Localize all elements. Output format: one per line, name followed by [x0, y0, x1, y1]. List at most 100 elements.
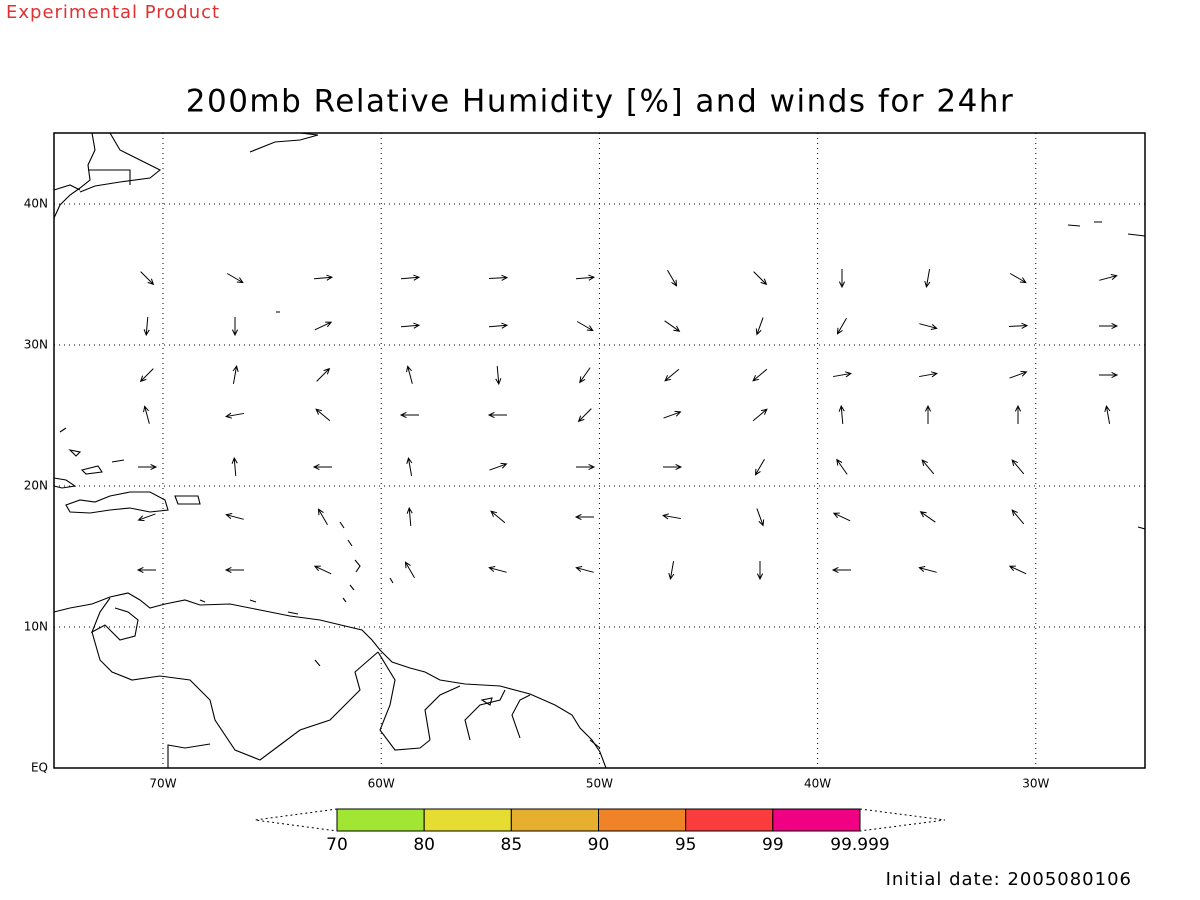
initial-date: Initial date: 2005080106	[886, 869, 1132, 890]
wind-arrow	[400, 274, 421, 281]
wind-arrow	[752, 368, 768, 382]
wind-arrow	[577, 408, 592, 423]
colorbar-label: 70	[326, 835, 348, 855]
wind-arrow	[1011, 459, 1025, 475]
lon-label: 50W	[586, 777, 613, 791]
wind-arrow	[1009, 273, 1027, 284]
wind-arrow	[1014, 404, 1022, 424]
south-america-coast	[53, 592, 607, 769]
colorbar-segment	[598, 808, 687, 832]
wind-arrow	[315, 408, 331, 422]
colorbar-segment	[772, 808, 861, 832]
wind-arrow	[833, 371, 852, 378]
wind-arrow	[495, 365, 502, 386]
wind-arrow	[1009, 370, 1028, 379]
lon-label: 70W	[149, 777, 176, 791]
small-islands	[199, 599, 321, 667]
wind-arrow	[575, 566, 594, 573]
wind-arrow	[399, 411, 419, 419]
lon-label: 30W	[1022, 777, 1049, 791]
wind-arrow	[1008, 565, 1027, 575]
colorbar: 70 80 85 90 95 99 99.999	[254, 808, 946, 855]
wind-arrow	[918, 566, 937, 573]
wind-arrow	[1099, 274, 1118, 281]
wind-arrow	[576, 463, 596, 471]
wind-arrow	[136, 566, 156, 574]
wind-arrow	[1099, 322, 1119, 330]
wind-arrow	[838, 269, 846, 289]
wind-arrow	[832, 512, 851, 522]
lesser-antilles	[339, 521, 394, 603]
wind-arrow	[664, 320, 681, 332]
wind-arrow	[406, 457, 413, 476]
bahamas-jamaica	[59, 427, 125, 475]
wind-arrow	[753, 271, 768, 286]
colorbar-label: 95	[675, 835, 697, 855]
wind-arrow	[663, 410, 682, 419]
wind-arrow	[232, 365, 239, 384]
wind-arrow	[317, 508, 328, 526]
lon-label: 60W	[368, 777, 395, 791]
wind-arrow	[576, 321, 594, 332]
wind-arrow	[1104, 405, 1111, 424]
venezuela-border	[91, 631, 379, 761]
puerto-rico	[174, 495, 201, 505]
wind-arrow	[662, 513, 681, 520]
wind-arrow	[316, 367, 331, 382]
wind-arrow	[756, 561, 764, 581]
wind-arrow	[489, 462, 508, 471]
wind-arrow	[663, 463, 683, 471]
wind-arrow	[574, 513, 594, 521]
lat-label: 30N	[24, 338, 48, 352]
wind-arrow	[490, 510, 506, 524]
wind-arrow	[1008, 322, 1029, 329]
wind-arrow	[831, 566, 851, 574]
lat-label: EQ	[31, 761, 48, 775]
lat-label: 20N	[24, 479, 48, 493]
misc-islands	[276, 221, 1146, 749]
lon-label: 40W	[804, 777, 831, 791]
wind-arrow	[313, 565, 332, 575]
wind-arrow	[313, 274, 334, 281]
wind-arrow	[752, 408, 768, 422]
wind-arrow	[919, 371, 938, 378]
guyana-border	[377, 651, 431, 751]
wind-arrow	[924, 269, 931, 288]
colorbar-segment	[336, 808, 425, 832]
wind-arrow	[225, 513, 244, 520]
wind-arrow	[836, 458, 848, 475]
colorbar-extension	[254, 808, 946, 832]
wind-arrow	[224, 566, 244, 574]
wind-arrow	[312, 463, 332, 471]
wind-arrow	[487, 411, 507, 419]
wind-arrow	[838, 404, 845, 425]
wind-arrow	[919, 511, 936, 523]
lat-label: 40N	[24, 197, 48, 211]
wind-arrow	[404, 561, 415, 579]
wind-arrow	[924, 404, 932, 424]
map-area: EQ 10N 20N 30N 40N 70W 60W 50W 40W 30W	[24, 132, 1146, 791]
wind-arrow	[143, 405, 150, 424]
colorbar-label: 85	[501, 835, 523, 855]
colombia-border	[167, 743, 211, 768]
lat-label: 10N	[24, 620, 48, 634]
maracaibo	[90, 597, 139, 641]
wind-arrow	[664, 368, 680, 382]
map-title: 200mb Relative Humidity [%] and winds fo…	[186, 84, 1014, 120]
wind-arrow	[140, 271, 155, 286]
colorbar-segment	[510, 808, 600, 832]
wind-arrow	[579, 367, 591, 384]
wind-arrow	[231, 456, 238, 477]
wind-arrow	[137, 513, 156, 522]
wind-arrow	[919, 323, 938, 330]
wind-arrow	[488, 566, 507, 573]
wind-arrow	[143, 316, 150, 337]
wind-arrow	[226, 273, 244, 284]
us-northeast-coast	[53, 132, 319, 219]
wind-arrow	[406, 506, 413, 527]
wind-arrow	[836, 317, 847, 335]
colorbar-segment	[423, 808, 512, 832]
wind-arrow	[400, 322, 421, 329]
wind-arrow	[314, 321, 333, 331]
